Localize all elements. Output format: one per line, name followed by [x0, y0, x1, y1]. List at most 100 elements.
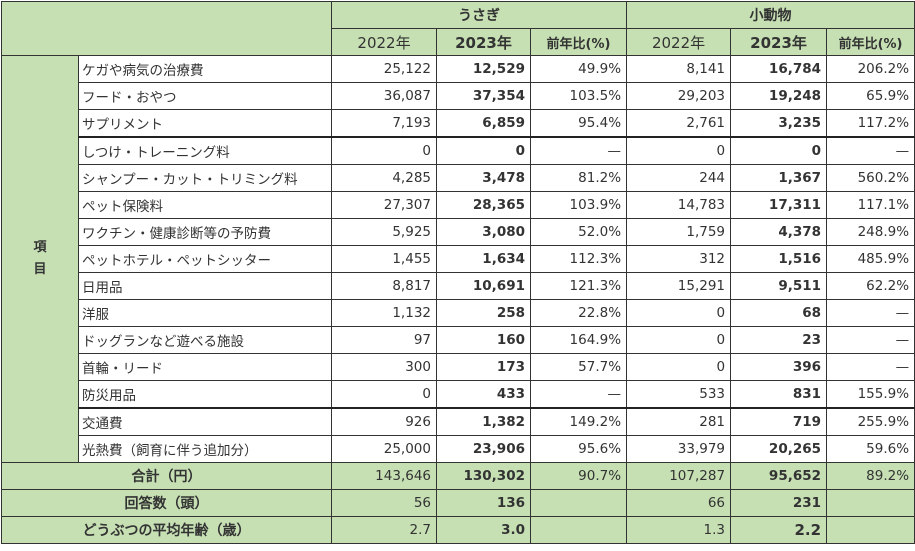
cell-sp: 117.1% — [826, 191, 915, 219]
cell-sp: 117.2% — [826, 109, 915, 138]
total-rp: 90.7% — [529, 462, 628, 490]
cell-rp: 164.9% — [529, 326, 628, 354]
cell-r22: 0 — [331, 380, 437, 409]
cell-s22: 15,291 — [626, 272, 732, 300]
cell-s23: 4,378 — [730, 218, 828, 246]
cell-r22: 8,817 — [331, 272, 437, 300]
cell-r23: 433 — [436, 380, 531, 409]
cell-s23: 9,511 — [730, 272, 828, 300]
cell-s23: 1,516 — [730, 245, 828, 273]
total-r22: 143,646 — [331, 462, 437, 490]
table-row: 防災用品 0 433 — 533 831 155.9% — [2, 380, 915, 409]
cell-r22: 1,455 — [331, 245, 437, 273]
row-label: ペットホテル・ペットシッター — [78, 245, 332, 273]
cell-r23: 0 — [436, 136, 531, 165]
row-label: しつけ・トレーニング料 — [78, 136, 332, 165]
cell-rp: 57.7% — [529, 353, 628, 381]
cell-rp: 112.3% — [529, 245, 628, 273]
cell-s23: 396 — [730, 353, 828, 381]
respondents-label: 回答数（頭） — [1, 489, 332, 517]
side-label-items: 項目 — [1, 55, 79, 463]
cell-sp: 206.2% — [826, 55, 915, 83]
cell-s22: 14,783 — [626, 191, 732, 219]
cell-s22: 0 — [626, 299, 732, 327]
cell-s23: 831 — [730, 380, 828, 409]
avg-age-r22: 2.7 — [331, 516, 437, 544]
cell-s23: 16,784 — [730, 55, 828, 83]
table-row: フード・おやつ 36,087 37,354 103.5% 29,203 19,2… — [2, 82, 915, 110]
cell-sp: 255.9% — [826, 407, 915, 436]
cell-s23: 719 — [730, 407, 828, 436]
row-label: 日用品 — [78, 272, 332, 300]
header-small-yoy: 前年比(%) — [826, 28, 915, 56]
cell-r22: 300 — [331, 353, 437, 381]
header-rabbit-2022: 2022年 — [331, 28, 437, 56]
cell-s23: 20,265 — [730, 435, 828, 463]
cell-s23: 68 — [730, 299, 828, 327]
cell-r22: 4,285 — [331, 164, 437, 192]
row-label: 洋服 — [78, 299, 332, 327]
cell-r23: 10,691 — [436, 272, 531, 300]
cell-rp: 52.0% — [529, 218, 628, 246]
cell-rp: — — [529, 380, 628, 409]
cell-r23: 6,859 — [436, 109, 531, 138]
avg-age-s22: 1.3 — [626, 516, 732, 544]
row-label: 交通費 — [78, 407, 332, 436]
cell-s22: 33,979 — [626, 435, 732, 463]
cell-rp: 81.2% — [529, 164, 628, 192]
cell-r22: 36,087 — [331, 82, 437, 110]
row-label: サプリメント — [78, 109, 332, 138]
cell-s22: 0 — [626, 353, 732, 381]
cell-s22: 244 — [626, 164, 732, 192]
cell-rp: 103.5% — [529, 82, 628, 110]
cell-rp: 22.8% — [529, 299, 628, 327]
cell-r22: 926 — [331, 407, 437, 436]
cell-rp: 49.9% — [529, 55, 628, 83]
row-label: シャンプー・カット・トリミング料 — [78, 164, 332, 192]
cell-rp: — — [529, 136, 628, 165]
table-row: ペットホテル・ペットシッター 1,455 1,634 112.3% 312 1,… — [2, 245, 915, 273]
cell-r23: 1,634 — [436, 245, 531, 273]
avg-age-rp — [529, 516, 628, 544]
cell-r22: 1,132 — [331, 299, 437, 327]
table-row: しつけ・トレーニング料 0 0 — 0 0 — — [2, 136, 915, 165]
header-rabbit-2023: 2023年 — [436, 28, 531, 56]
cell-rp: 95.4% — [529, 109, 628, 138]
cell-r23: 160 — [436, 326, 531, 354]
total-row: 合計（円） 143,646 130,302 90.7% 107,287 95,6… — [1, 462, 915, 490]
cell-r23: 28,365 — [436, 191, 531, 219]
table-row: 洋服 1,132 258 22.8% 0 68 — — [2, 299, 915, 327]
cell-sp: — — [826, 326, 915, 354]
row-label: ペット保険料 — [78, 191, 332, 219]
cell-r22: 0 — [331, 136, 437, 165]
table-row: サプリメント 7,193 6,859 95.4% 2,761 3,235 117… — [2, 109, 915, 138]
row-label: フード・おやつ — [78, 82, 332, 110]
cell-sp: 62.2% — [826, 272, 915, 300]
cell-r22: 5,925 — [331, 218, 437, 246]
cell-s23: 23 — [730, 326, 828, 354]
table-row: ドッグランなど遊べる施設 97 160 164.9% 0 23 — — [2, 326, 915, 354]
cell-sp: — — [826, 353, 915, 381]
cell-r22: 25,000 — [331, 435, 437, 463]
cell-r22: 25,122 — [331, 55, 437, 83]
cell-sp: 59.6% — [826, 435, 915, 463]
cell-r23: 23,906 — [436, 435, 531, 463]
respondents-r22: 56 — [331, 489, 437, 517]
total-sp: 89.2% — [826, 462, 915, 490]
cell-rp: 149.2% — [529, 407, 628, 436]
cell-r22: 7,193 — [331, 109, 437, 138]
respondents-rp — [529, 489, 628, 517]
respondents-s22: 66 — [626, 489, 732, 517]
cell-s22: 281 — [626, 407, 732, 436]
header-group-small-animal: 小動物 — [626, 1, 915, 29]
respondents-sp — [826, 489, 915, 517]
respondents-r23: 136 — [436, 489, 531, 517]
cell-r23: 3,080 — [436, 218, 531, 246]
cell-s23: 19,248 — [730, 82, 828, 110]
row-label: 光熱費（飼育に伴う追加分） — [78, 435, 332, 463]
avg-age-r23: 3.0 — [436, 516, 531, 544]
cell-r23: 12,529 — [436, 55, 531, 83]
header-corner — [1, 1, 332, 56]
cell-s22: 1,759 — [626, 218, 732, 246]
